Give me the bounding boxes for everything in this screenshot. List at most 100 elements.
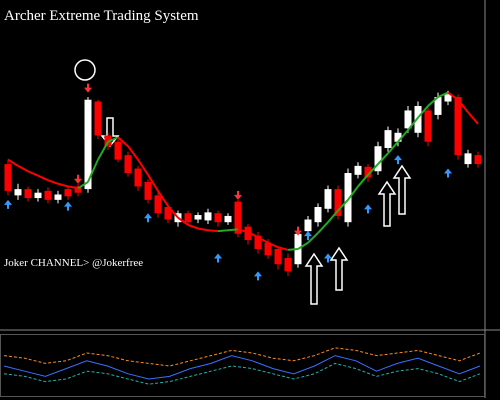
- candle-body: [134, 168, 142, 187]
- moving-average: [157, 190, 169, 207]
- candle-body: [364, 166, 372, 178]
- candle-body: [164, 207, 172, 220]
- candle-body: [54, 194, 62, 200]
- moving-average: [77, 181, 89, 190]
- buy-arrow: [254, 271, 262, 281]
- sell-arrow: [74, 174, 82, 184]
- moving-average: [387, 141, 399, 155]
- indicator-line: [3, 355, 481, 380]
- moving-average: [27, 170, 39, 177]
- moving-average: [267, 241, 279, 249]
- candle-body: [64, 189, 72, 197]
- moving-average: [447, 91, 459, 101]
- moving-average: [307, 232, 319, 244]
- highlight-circle: [74, 59, 96, 81]
- candle-body: [4, 164, 12, 191]
- candle-body: [414, 105, 422, 133]
- sell-arrow: [84, 83, 92, 93]
- moving-average: [357, 174, 369, 188]
- candle-body: [424, 110, 432, 142]
- moving-average: [117, 136, 129, 147]
- moving-average: [217, 229, 229, 233]
- moving-average: [367, 163, 379, 176]
- moving-average: [287, 248, 299, 251]
- candle-body: [194, 215, 202, 220]
- candle-body: [264, 242, 272, 256]
- candle-body: [374, 146, 382, 172]
- candle-body: [94, 101, 102, 136]
- moving-average: [47, 179, 59, 185]
- moving-average: [147, 174, 159, 192]
- buy-arrow: [364, 204, 372, 214]
- candle-body: [304, 219, 312, 232]
- candle-body: [394, 132, 402, 142]
- candle-body: [214, 213, 222, 223]
- buy-arrow: [144, 213, 152, 223]
- candle-body: [314, 207, 322, 223]
- moving-average: [177, 216, 189, 226]
- candle-body: [144, 181, 152, 200]
- moving-average: [427, 96, 439, 107]
- candle-body: [384, 130, 392, 148]
- up-arrow-outline: [392, 164, 412, 215]
- candle-body: [474, 155, 482, 165]
- candle-body: [14, 189, 22, 196]
- candle-body: [184, 213, 192, 223]
- candle-body: [224, 215, 232, 223]
- candle-body: [154, 195, 162, 214]
- candle-body: [84, 99, 92, 190]
- moving-average: [247, 231, 259, 239]
- candle-body: [74, 186, 82, 193]
- moving-average: [37, 174, 49, 182]
- candle-body: [24, 189, 32, 199]
- moving-average: [67, 185, 79, 190]
- candle-body: [274, 249, 282, 265]
- moving-average: [137, 159, 149, 176]
- moving-average: [317, 221, 329, 234]
- sell-arrow: [234, 190, 242, 200]
- candle-body: [454, 97, 462, 156]
- indicator-line: [3, 347, 481, 367]
- candle-body: [444, 94, 452, 102]
- moving-average: [437, 91, 449, 98]
- candle-body: [44, 190, 52, 200]
- buy-arrow: [64, 201, 72, 211]
- candle-body: [464, 153, 472, 165]
- moving-average: [257, 236, 269, 244]
- moving-average: [127, 145, 139, 161]
- moving-average: [87, 159, 99, 183]
- moving-average: [407, 116, 419, 131]
- moving-average: [237, 228, 249, 233]
- buy-arrow: [4, 199, 12, 209]
- sell-arrow: [294, 226, 302, 236]
- candle-body: [434, 97, 442, 115]
- moving-average: [97, 141, 109, 161]
- moving-average: [17, 164, 29, 173]
- indicator-line: [3, 362, 481, 385]
- moving-average: [167, 205, 179, 219]
- indicator-frame: [0, 334, 485, 397]
- moving-average: [297, 241, 309, 250]
- moving-average: [467, 111, 479, 125]
- moving-average: [57, 182, 69, 188]
- up-arrow-outline: [377, 180, 397, 227]
- moving-average: [377, 152, 389, 165]
- candle-body: [114, 141, 122, 160]
- candle-body: [124, 155, 132, 174]
- moving-average: [107, 136, 119, 143]
- buy-arrow: [324, 253, 332, 263]
- moving-average: [347, 185, 359, 201]
- up-arrow-outline: [304, 252, 324, 305]
- moving-average: [327, 209, 339, 223]
- candle-body: [254, 235, 262, 250]
- candle-body: [404, 110, 412, 129]
- moving-average: [337, 199, 349, 212]
- chart-title: Archer Extreme Trading System: [4, 8, 199, 24]
- buy-arrow: [214, 253, 222, 263]
- candle-body: [324, 189, 332, 209]
- moving-average: [417, 105, 429, 119]
- candle-body: [284, 257, 292, 272]
- annotation: Joker CHANNEL> @Jokerfree: [4, 257, 143, 269]
